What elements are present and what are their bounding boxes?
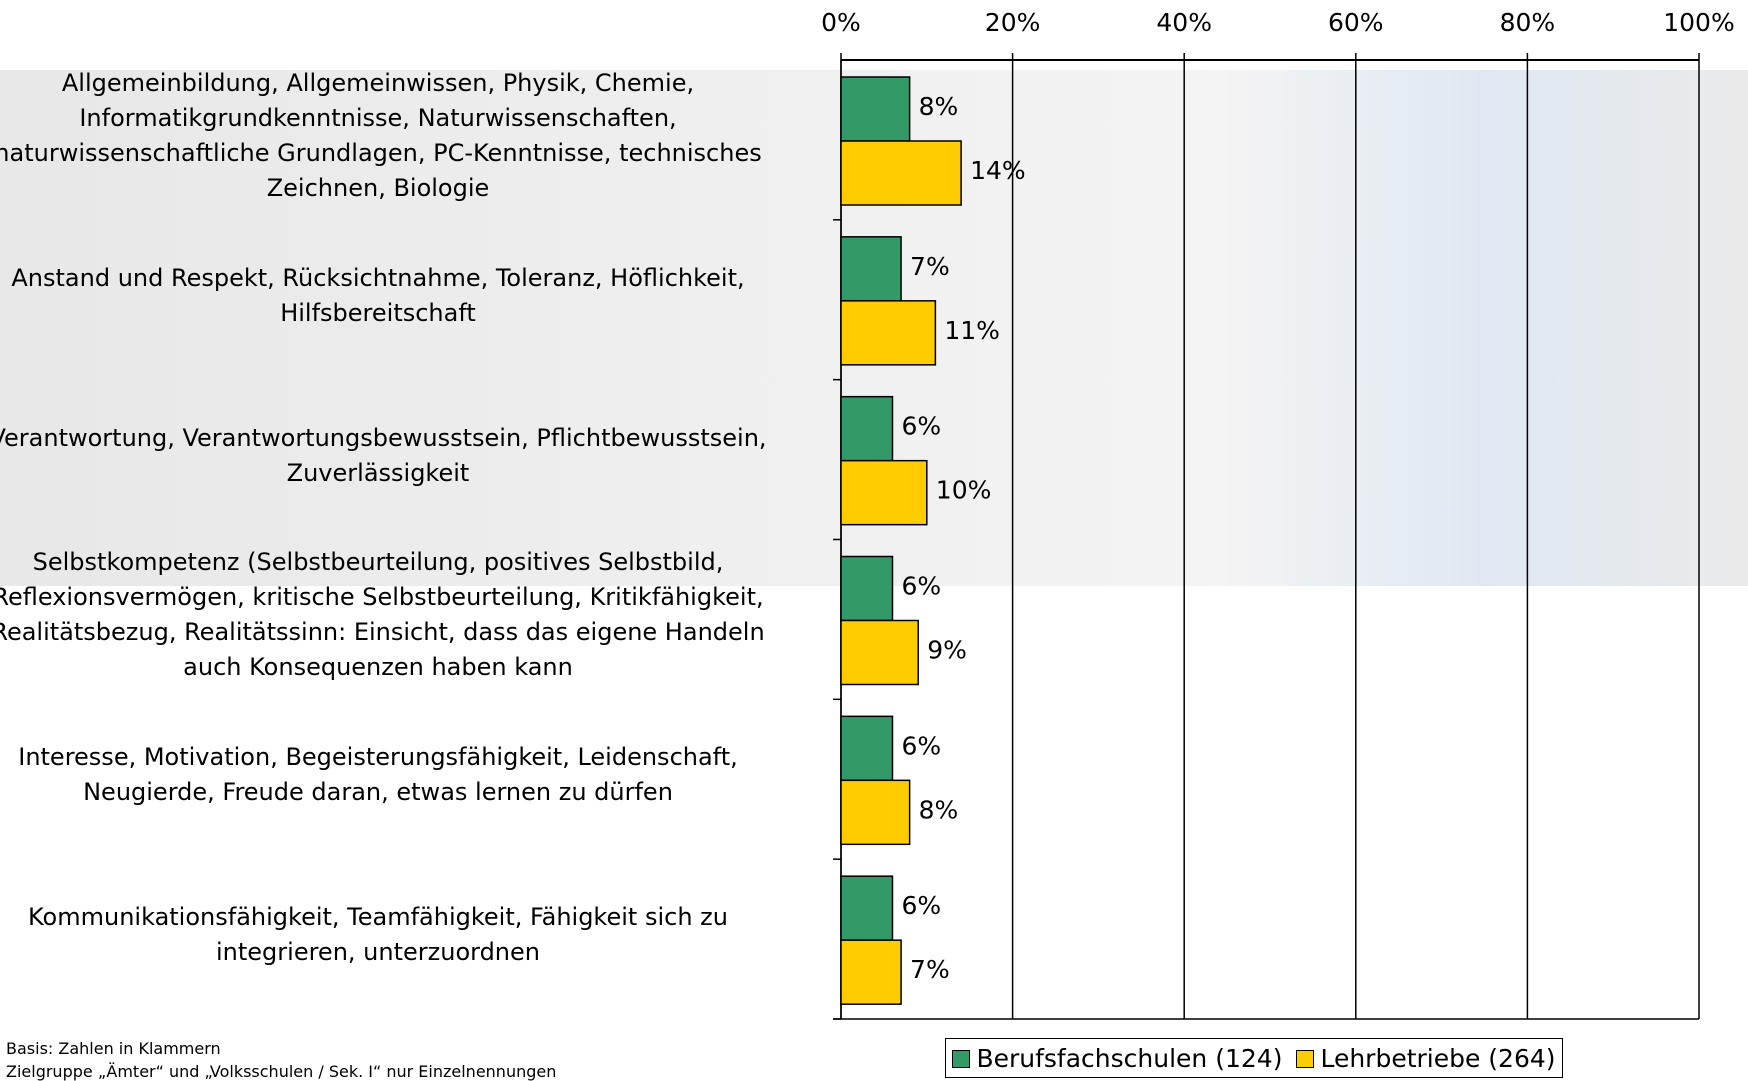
category-label: Kommunikationsfähigkeit, Teamfähigkeit, … <box>28 903 728 967</box>
x-tick-label: 20% <box>985 8 1041 37</box>
data-label: 8% <box>919 795 959 824</box>
legend-swatch <box>952 1049 971 1068</box>
legend-label: Lehrbetriebe (264) <box>1320 1043 1556 1073</box>
bar <box>840 76 911 142</box>
x-tick-label: 0% <box>821 8 861 37</box>
data-label: 6% <box>901 731 941 760</box>
legend-item: Lehrbetriebe (264) <box>1296 1043 1556 1073</box>
bar <box>840 939 902 1005</box>
category-label: Allgemeinbildung, Allgemeinwissen, Physi… <box>0 68 762 202</box>
data-label: 8% <box>919 92 959 121</box>
x-tick-label: 80% <box>1500 8 1556 37</box>
footnote: Zielgruppe „Ämter“ und „Volksschulen / S… <box>6 1062 557 1081</box>
data-label: 6% <box>901 412 941 441</box>
bar <box>840 140 962 206</box>
bar <box>840 715 894 782</box>
data-label: 7% <box>910 252 950 281</box>
category-label: Anstand und Respekt, Rücksichtnahme, Tol… <box>11 263 745 327</box>
bar <box>840 779 911 846</box>
data-label: 6% <box>901 572 941 601</box>
data-label: 6% <box>901 891 941 920</box>
legend-item: Berufsfachschulen (124) <box>952 1044 1282 1073</box>
bar <box>840 619 919 686</box>
x-tick-label: 60% <box>1328 8 1384 37</box>
category-label: Selbstkompetenz (Selbstbeurteilung, posi… <box>0 548 765 682</box>
bar <box>840 236 902 302</box>
data-label: 7% <box>910 955 950 984</box>
x-tick-label: 40% <box>1156 8 1212 37</box>
footnote: Basis: Zahlen in Klammern <box>6 1039 221 1058</box>
legend-label: Berufsfachschulen (124) <box>976 1043 1283 1073</box>
category-label: Interesse, Motivation, Begeisterungsfähi… <box>18 743 738 807</box>
bar <box>840 459 928 526</box>
x-tick-label: 100% <box>1663 8 1734 37</box>
data-label: 9% <box>927 636 967 665</box>
data-label: 10% <box>936 476 992 505</box>
bar <box>840 875 894 941</box>
legend: Berufsfachschulen (124) Lehrbetriebe (264… <box>945 1038 1563 1078</box>
bar <box>840 300 937 366</box>
data-label: 14% <box>970 156 1026 185</box>
data-label: 11% <box>944 316 1000 345</box>
legend-swatch <box>1296 1049 1315 1068</box>
category-label: Verantwortung, Verantwortungsbewusstsein… <box>0 423 767 487</box>
bar <box>840 395 894 462</box>
bar <box>840 555 894 622</box>
